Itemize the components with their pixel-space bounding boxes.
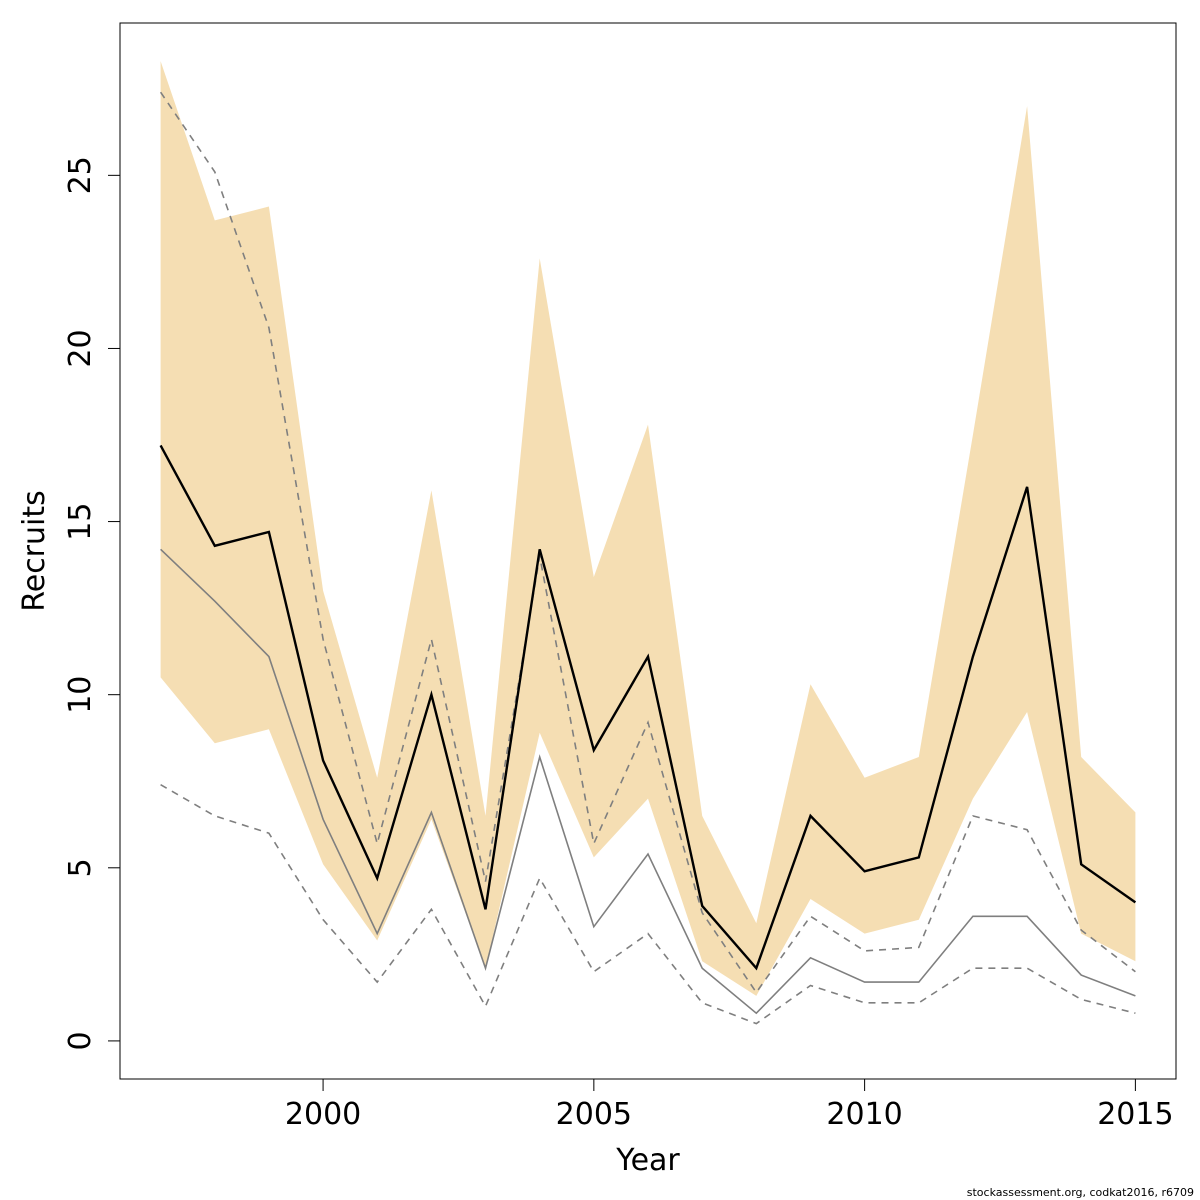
plot-frame xyxy=(119,22,1177,1080)
series-line-main xyxy=(159,444,1137,971)
x-tick-label: 2010 xyxy=(826,1097,902,1132)
x-axis-title: Year xyxy=(615,1143,680,1178)
y-tick-label: 25 xyxy=(63,156,98,194)
series-line-dashed-lower xyxy=(160,784,1136,1025)
credit-text: stockassessment.org, codkat2016, r6709 xyxy=(967,1186,1194,1199)
axis-layer: 2000 2005 2010 2015 0 5 10 15 20 25 xyxy=(63,156,1174,1132)
series-line-dashed-upper xyxy=(159,91,1136,994)
plot-layer xyxy=(159,61,1137,1025)
y-tick-label: 10 xyxy=(63,676,98,714)
y-tick-label: 20 xyxy=(63,329,98,367)
x-tick-label: 2005 xyxy=(556,1097,632,1132)
y-tick-label: 0 xyxy=(63,1031,98,1050)
y-axis-title: Recruits xyxy=(17,490,52,612)
x-tick-label: 2015 xyxy=(1097,1097,1173,1132)
y-tick-label: 5 xyxy=(63,858,98,877)
y-tick-label: 15 xyxy=(63,503,98,541)
confidence-band xyxy=(160,61,1136,996)
x-tick-label: 2000 xyxy=(285,1097,361,1132)
series-line-solid-grey xyxy=(160,548,1136,1015)
